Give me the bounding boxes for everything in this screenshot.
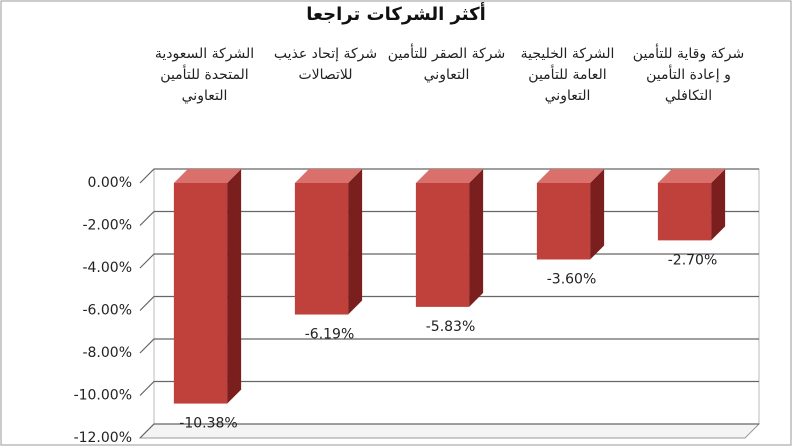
y-tick-label: -6.00% — [82, 303, 132, 319]
data-label: -10.38% — [179, 416, 237, 432]
grid-line — [139, 338, 759, 354]
bar — [173, 183, 228, 404]
bar — [415, 183, 470, 307]
bar-top — [173, 169, 242, 183]
bar-top — [657, 169, 726, 183]
bar-top — [536, 169, 605, 183]
x-tick-label: شركة إتحاد عذيب للاتصالات — [273, 46, 378, 83]
grid-line — [139, 423, 759, 439]
bar-side — [711, 169, 726, 241]
data-label: -3.60% — [547, 272, 597, 288]
bar — [657, 183, 712, 241]
x-tick-label: شركة الصقر للتأمين التعاوني — [387, 46, 506, 83]
y-tick-label: -10.00% — [74, 388, 132, 404]
x-tick-label: شركة وقاية للتأمين و إعادة التأمين التكا… — [632, 46, 745, 104]
grid-line — [139, 380, 759, 396]
x-tick-label: الشركة الخليجية العامة للتأمين التعاوني — [520, 46, 615, 104]
bar-top — [294, 169, 363, 183]
bar-side — [227, 169, 242, 404]
bar-top — [415, 169, 484, 183]
bar — [536, 183, 591, 260]
y-tick-label: -12.00% — [74, 430, 132, 446]
y-tick-label: 0.00% — [88, 175, 132, 191]
bar-side — [348, 169, 363, 315]
data-label: -5.83% — [426, 319, 476, 335]
grid-line — [139, 295, 759, 311]
chart-title: أكثر الشركات تراجعا — [306, 4, 486, 25]
y-tick-label: -2.00% — [82, 218, 132, 234]
bar-side — [469, 169, 484, 307]
x-tick-label: الشركة السعودية المتحدة للتأمين التعاوني — [154, 46, 255, 104]
y-tick-label: -4.00% — [82, 260, 132, 276]
bar — [294, 183, 349, 315]
data-label: -2.70% — [668, 252, 718, 268]
bar-side — [590, 169, 605, 260]
y-tick-label: -8.00% — [82, 345, 132, 361]
data-label: -6.19% — [305, 327, 355, 343]
